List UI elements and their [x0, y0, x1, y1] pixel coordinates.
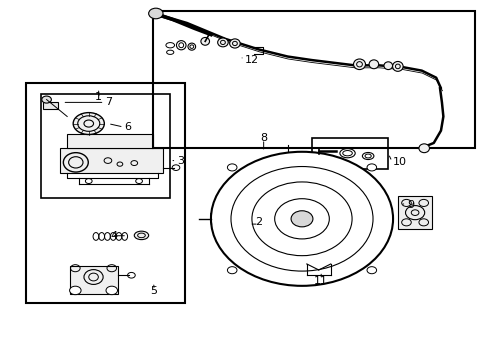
Bar	[26, 83, 184, 303]
Ellipse shape	[217, 38, 228, 47]
Ellipse shape	[353, 59, 365, 69]
Circle shape	[106, 286, 117, 294]
Circle shape	[210, 152, 392, 286]
Ellipse shape	[368, 60, 378, 69]
Circle shape	[227, 164, 237, 171]
Ellipse shape	[418, 144, 428, 153]
Circle shape	[227, 267, 237, 274]
Circle shape	[41, 96, 51, 103]
Text: 4: 4	[110, 231, 117, 242]
Ellipse shape	[383, 62, 392, 69]
Circle shape	[366, 267, 376, 274]
Text: 7: 7	[105, 98, 112, 107]
Polygon shape	[60, 148, 163, 173]
Circle shape	[148, 8, 163, 19]
Ellipse shape	[134, 231, 148, 240]
Text: 5: 5	[150, 286, 157, 296]
Bar	[69, 266, 117, 294]
Ellipse shape	[201, 37, 209, 45]
Text: 12: 12	[244, 55, 258, 65]
Circle shape	[69, 286, 81, 294]
Text: 2: 2	[255, 217, 262, 227]
Polygon shape	[67, 134, 153, 148]
Text: 10: 10	[392, 157, 406, 167]
Text: 9: 9	[407, 200, 414, 210]
Bar	[153, 11, 473, 148]
Ellipse shape	[63, 153, 88, 172]
Bar	[41, 94, 170, 198]
Bar	[43, 102, 58, 109]
Text: 3: 3	[177, 156, 184, 166]
Ellipse shape	[73, 113, 104, 135]
Text: 6: 6	[124, 122, 131, 132]
Ellipse shape	[392, 62, 402, 71]
Ellipse shape	[229, 39, 240, 48]
Circle shape	[290, 211, 312, 227]
Bar	[397, 196, 431, 229]
Circle shape	[366, 164, 376, 171]
Text: 1: 1	[95, 92, 102, 102]
Bar	[311, 138, 387, 170]
Text: 11: 11	[313, 275, 327, 285]
Text: 8: 8	[260, 133, 266, 143]
